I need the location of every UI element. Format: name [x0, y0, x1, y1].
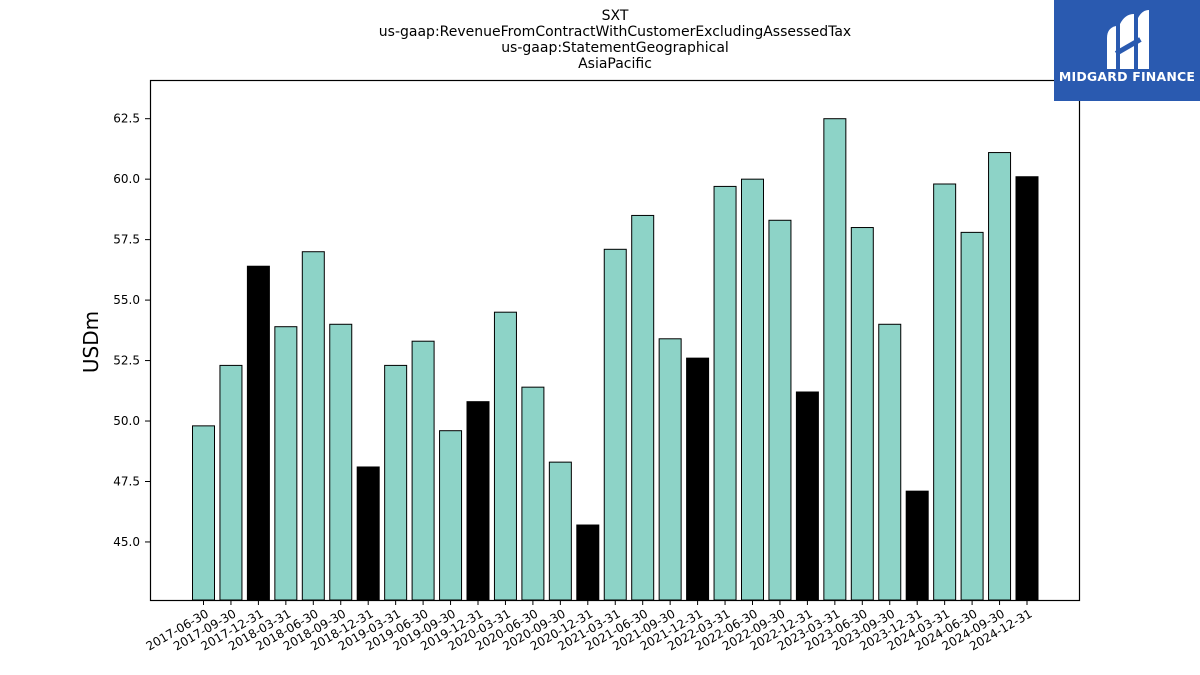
logo-text: MIDGARD FINANCE	[1059, 69, 1195, 84]
bar-2022-06-30	[741, 178, 764, 601]
bar-2019-09-30	[439, 430, 463, 601]
y-tick-label: 60.0	[113, 172, 140, 186]
bar-2023-12-31	[905, 490, 929, 601]
bar-2024-12-31	[1015, 176, 1039, 601]
bar-2021-06-30	[631, 214, 655, 601]
bar-2017-12-31	[246, 265, 270, 601]
y-tick-label: 57.5	[113, 233, 140, 247]
bar-2019-03-31	[384, 364, 408, 601]
bar-2023-03-31	[823, 118, 847, 601]
bar-2023-06-30	[850, 227, 874, 601]
bar-2024-06-30	[960, 231, 984, 601]
logo-mark-icon	[1107, 10, 1149, 69]
bar-2022-09-30	[768, 219, 792, 601]
bars-group	[192, 118, 1039, 601]
y-axis-ticks: 45.0 47.5 50.0 52.5 55.0 57.5 60.0 62.5	[113, 112, 150, 549]
y-tick-label: 45.0	[113, 535, 140, 549]
bar-2022-12-31	[795, 391, 819, 601]
chart-title-line-3: us-gaap:StatementGeographical	[501, 40, 729, 56]
bar-2019-12-31	[466, 401, 490, 601]
midgard-finance-logo: MIDGARD FINANCE	[1054, 0, 1200, 101]
y-tick-label: 47.5	[113, 474, 140, 488]
bar-2017-09-30	[219, 364, 243, 601]
chart-title-line-4: AsiaPacific	[578, 56, 652, 72]
y-tick-label: 55.0	[113, 293, 140, 307]
bar-2021-03-31	[603, 248, 627, 601]
bar-2018-09-30	[329, 323, 353, 601]
y-tick-label: 62.5	[113, 112, 140, 126]
bar-2021-12-31	[686, 357, 710, 601]
bar-2017-06-30	[192, 425, 215, 601]
bar-2020-03-31	[493, 311, 517, 601]
bar-2018-03-31	[274, 326, 298, 601]
chart-title-line-2: us-gaap:RevenueFromContractWithCustomerE…	[379, 24, 851, 40]
bar-2024-03-31	[933, 183, 957, 601]
bar-2020-06-30	[521, 386, 545, 601]
plot-frame	[149, 79, 1081, 602]
bar-2023-09-30	[878, 323, 902, 601]
bar-2021-09-30	[658, 338, 682, 601]
x-axis-ticks: 2017-06-302017-09-302017-12-312018-03-31…	[144, 600, 1035, 653]
bar-2018-06-30	[301, 251, 325, 601]
y-tick-label: 50.0	[113, 414, 140, 428]
bar-2020-09-30	[548, 461, 572, 601]
bar-2020-12-31	[576, 524, 600, 601]
y-tick-label: 52.5	[113, 354, 140, 368]
y-axis-label: USDm	[79, 311, 103, 373]
bar-2019-06-30	[411, 340, 435, 601]
chart-title-line-1: SXT	[602, 8, 629, 24]
bar-2022-03-31	[713, 185, 737, 601]
bar-2018-12-31	[356, 466, 380, 601]
chart-title: SXT us-gaap:RevenueFromContractWithCusto…	[379, 8, 851, 72]
bar-2024-09-30	[988, 152, 1012, 601]
